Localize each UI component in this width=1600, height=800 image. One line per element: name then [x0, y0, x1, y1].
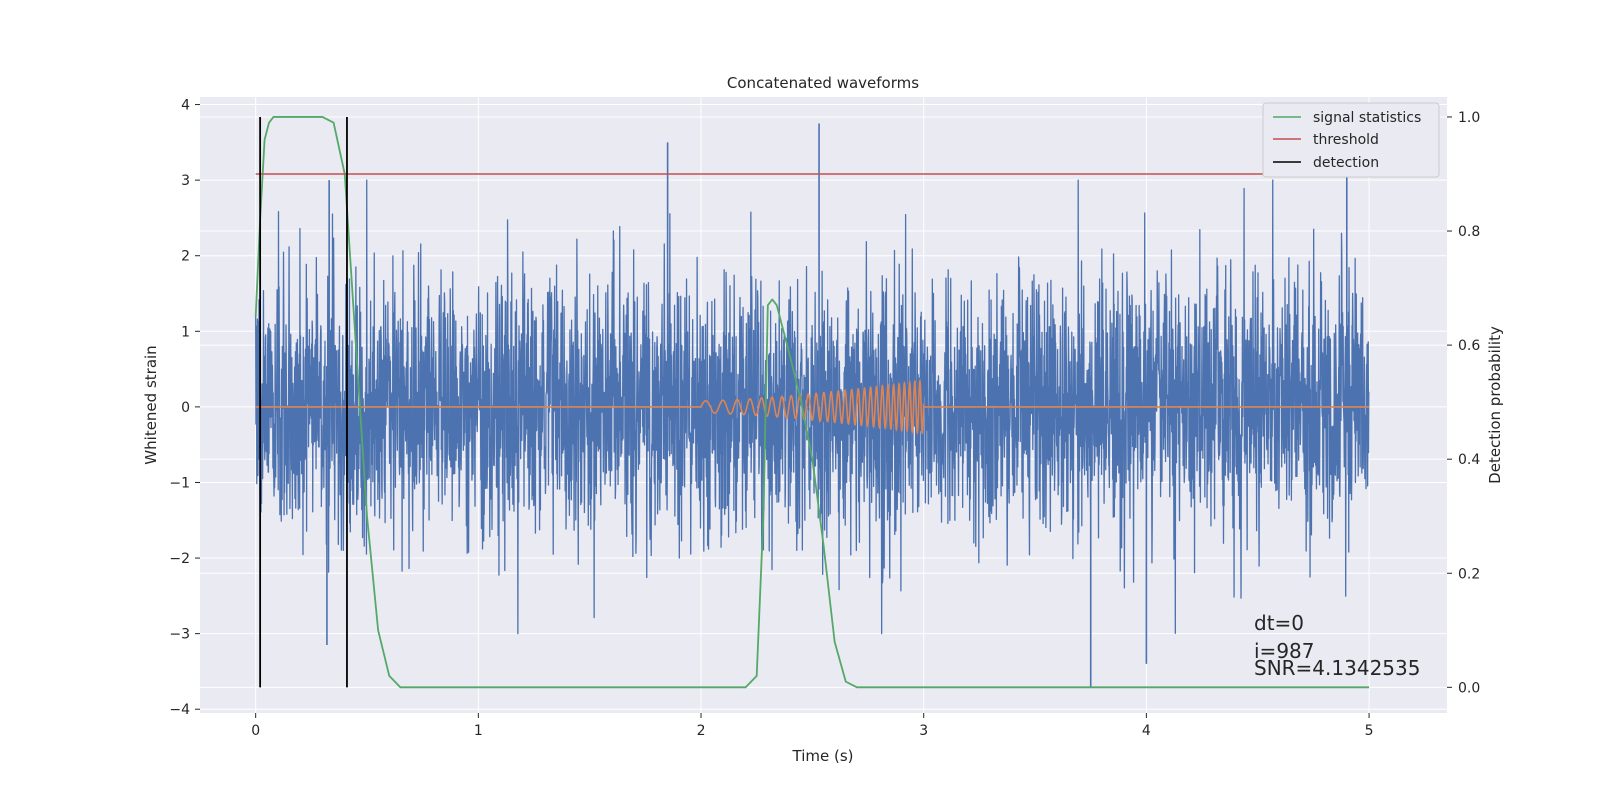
- series-line-injected-signal: [255, 378, 1370, 436]
- x-tick-label: 1: [474, 723, 483, 739]
- x-tick-label: 4: [1142, 723, 1151, 739]
- x-tick-label: 5: [1365, 723, 1374, 739]
- y-tick-label: −1: [169, 475, 190, 491]
- legend-box: [1262, 102, 1440, 178]
- y-right-tick-label: 0.8: [1458, 224, 1480, 240]
- annotation-index: i=987: [1254, 639, 1315, 663]
- series-overlays: [254, 116, 1392, 689]
- x-tick-label: 3: [919, 723, 928, 739]
- legend: signal statistics threshold detection: [1262, 102, 1440, 178]
- y-right-tick-label: 0.2: [1458, 566, 1480, 582]
- x-tick-label: 0: [251, 723, 260, 739]
- y-right-tick-label: 1.0: [1458, 110, 1480, 126]
- y-tick-label: 1: [181, 324, 190, 340]
- y-tick-label: −4: [169, 702, 190, 718]
- series-whitened-strain: [255, 123, 1370, 687]
- y-tick-label: 3: [181, 173, 190, 189]
- series-line-signal-statistics: [254, 116, 1370, 689]
- y-tick-label: −2: [169, 551, 190, 567]
- y-tick-label: 4: [181, 98, 190, 114]
- legend-label-signal-statistics: signal statistics: [1313, 110, 1421, 126]
- y-tick-label: 2: [181, 249, 190, 265]
- x-axis-label: Time (s): [792, 747, 854, 765]
- y-right-tick-label: 0.6: [1458, 338, 1480, 354]
- x-tick-label: 2: [697, 723, 706, 739]
- y-right-tick-label: 0.4: [1458, 452, 1480, 468]
- y-right-tick-label: 0.0: [1458, 680, 1480, 696]
- series-line-whitened-strain: [255, 179, 1370, 635]
- annotation-dt: dt=0: [1254, 611, 1304, 635]
- chart-title: Concatenated waveforms: [727, 74, 919, 92]
- y-tick-label: 0: [181, 400, 190, 416]
- legend-label-detection: detection: [1313, 155, 1379, 171]
- y-axis-label: Whitened strain: [142, 345, 160, 464]
- annotation-snr: SNR=4.1342535: [1254, 656, 1420, 680]
- legend-label-threshold: threshold: [1313, 132, 1379, 148]
- y-tick-label: −3: [169, 627, 190, 643]
- tick-labels: 0 1 2 3 4 5 4 3 2 1 0 −1 −2 −3 −4 1.0 0.8 0.6 0.4 0.2 0.0: [169, 98, 1480, 739]
- y-axis-right-label: Detection probability: [1486, 326, 1504, 484]
